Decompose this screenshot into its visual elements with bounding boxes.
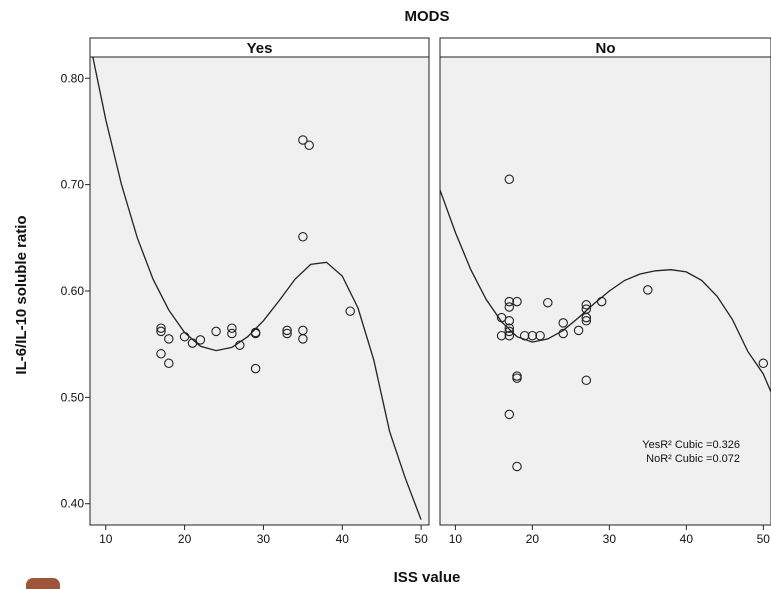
y-tick-label: 0.40 [61,497,85,511]
data-point [581,312,592,323]
y-tick-label: 0.70 [61,178,85,192]
y-tick-label: 0.50 [61,390,85,404]
data-point [282,328,292,339]
data-point [512,461,522,472]
data-point [282,325,292,336]
panel-header-box [439,37,771,58]
y-tick-label: 0.80 [61,71,85,85]
data-point [298,334,308,344]
data-point [298,135,308,145]
y-axis-label: IL-6/IL-10 soluble ratio [13,215,30,374]
x-tick-label: 30 [603,532,617,546]
panel-no: No 10 20 30 40 50 [439,37,771,546]
data-point [581,300,592,310]
data-point [581,316,592,326]
data-point [512,373,522,383]
data-point [558,318,568,328]
data-point [211,326,221,337]
x-axis-label: ISS value [394,569,461,586]
x-tick-label: 10 [99,532,113,546]
data-point [304,140,314,151]
data-point [504,323,515,333]
panel-yes: Yes 10 20 30 40 50 0.40 0.50 0.60 0.70 0.80 [61,37,430,546]
corner-mark [26,578,60,589]
data-point [164,334,174,344]
data-point [504,409,515,420]
annotation-line-yes: YesR² Cubic =0.326 [642,439,740,451]
x-tick-label: 50 [757,532,771,546]
data-point [179,331,190,342]
data-point [345,306,355,316]
data-point [519,330,530,341]
data-point [504,296,515,307]
x-tick-label: 10 [449,532,463,546]
x-tick-label: 40 [336,532,350,546]
x-tick-label: 40 [680,532,694,546]
data-point [512,296,522,307]
data-point [504,326,515,337]
panel-header-box [89,37,430,58]
x-tick-label: 20 [526,532,540,546]
data-point [504,316,515,326]
data-point [573,325,584,336]
data-point [543,297,553,308]
data-point [504,174,515,185]
data-point [535,330,545,341]
data-point [558,328,568,339]
data-point [504,330,515,341]
panel-header-label: No [596,40,616,57]
data-point [156,326,166,337]
data-point [164,358,174,369]
data-point [195,335,206,345]
annotation-line-no: NoR² Cubic =0.072 [646,453,740,465]
data-point [643,285,653,295]
panel-header-label: Yes [247,40,273,57]
data-point [250,363,261,374]
data-point [250,328,261,339]
data-point [187,338,198,348]
x-tick-label: 20 [178,532,192,546]
x-tick-label: 50 [414,532,428,546]
r-squared-annotation: YesR² Cubic =0.326 NoR² Cubic =0.072 [642,439,740,465]
data-point [581,375,592,386]
panels-group: Yes 10 20 30 40 50 0.40 0.50 0.60 0.70 0.80 No 10 20 3… [61,37,771,546]
chart-title: MODS [405,8,450,25]
cubic-fit-line [440,189,771,393]
data-point [156,323,166,333]
data-point [496,330,507,341]
data-point [758,358,769,369]
data-point [504,302,515,312]
data-point [235,340,245,350]
data-point [527,330,538,341]
data-point [596,296,607,307]
data-point [156,349,166,359]
y-tick-label: 0.60 [61,284,85,298]
data-point [227,323,237,333]
data-point [227,328,237,339]
plot-area [89,56,430,526]
plot-area [439,56,771,526]
x-tick-label: 30 [257,532,271,546]
data-point [298,232,308,242]
